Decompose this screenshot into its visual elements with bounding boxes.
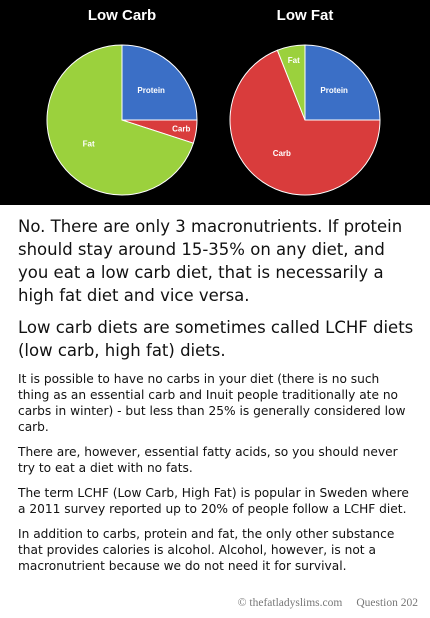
pie-slice: [304, 44, 381, 121]
paragraph: Low carb diets are sometimes called LCHF…: [18, 318, 414, 360]
pie-slice: [46, 44, 194, 196]
paragraph: The term LCHF (Low Carb, High Fat) is po…: [18, 486, 409, 516]
chart-panel: Low Carb Protein Carb Fat Low Fat Protein Carb…: [0, 0, 430, 205]
chart-title: Low Fat: [277, 7, 334, 24]
source: © thefatladyslims.com: [237, 597, 343, 609]
footer: © thefatladyslims.com Question 202: [238, 597, 418, 609]
slice-label: Fat: [83, 139, 95, 148]
pie-slice: [229, 49, 381, 196]
pie-slice: [276, 44, 306, 121]
slice-label: Protein: [320, 86, 348, 95]
slice-label: Carb: [172, 124, 190, 133]
slice-label: Fat: [288, 56, 300, 65]
slice-label: Protein: [137, 86, 165, 95]
paragraph: In addition to carbs, protein and fat, t…: [18, 527, 395, 573]
question-number: Question 202: [356, 597, 418, 609]
pie-slice: [121, 44, 198, 121]
slice-label: Carb: [273, 149, 291, 158]
document: No. There are only 3 macronutrients. If …: [0, 205, 430, 574]
paragraph: It is possible to have no carbs in your …: [18, 372, 406, 434]
paragraph: There are, however, essential fatty acid…: [18, 445, 398, 475]
paragraph: No. There are only 3 macronutrients. If …: [18, 217, 403, 305]
chart-title: Low Carb: [88, 7, 156, 24]
